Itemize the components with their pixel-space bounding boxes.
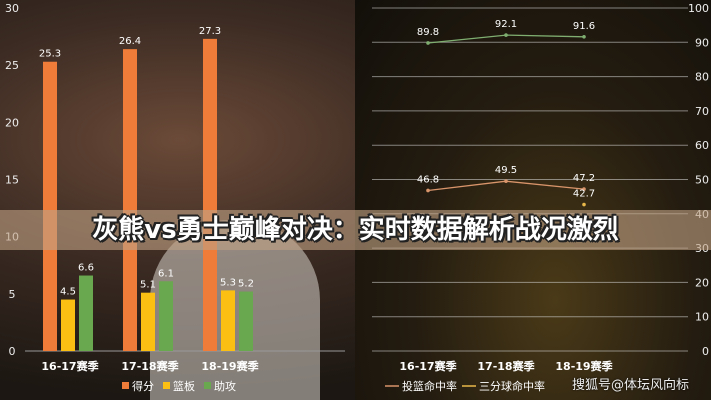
watermark: 搜狐号@体坛风向标 bbox=[572, 378, 690, 393]
bar bbox=[239, 291, 253, 351]
data-label: 26.4 bbox=[119, 36, 141, 47]
x-tick-label: 18-19赛季 bbox=[555, 359, 613, 373]
y-tick-label: 0 bbox=[702, 345, 709, 358]
y-tick-label: 5 bbox=[9, 288, 16, 301]
bar bbox=[141, 292, 155, 351]
legend-label: 助攻 bbox=[214, 379, 236, 393]
data-label: 46.8 bbox=[417, 174, 439, 185]
bar bbox=[159, 281, 173, 351]
y-tick-label: 20 bbox=[695, 276, 709, 289]
legend-label: 投篮命中率 bbox=[402, 379, 457, 393]
x-tick-label: 16-17赛季 bbox=[399, 359, 457, 373]
bar bbox=[61, 299, 75, 351]
data-label: 49.5 bbox=[495, 165, 517, 176]
data-label: 89.8 bbox=[417, 27, 439, 38]
y-tick-label: 20 bbox=[5, 116, 19, 129]
bar bbox=[221, 290, 235, 351]
data-label: 4.5 bbox=[60, 287, 76, 298]
series-line bbox=[427, 34, 585, 44]
legend-label: 得分 bbox=[132, 380, 154, 393]
data-label: 27.3 bbox=[199, 26, 221, 37]
y-tick-label: 25 bbox=[5, 59, 19, 72]
data-label: 5.1 bbox=[140, 280, 156, 291]
legend-swatch bbox=[204, 382, 211, 389]
y-tick-label: 30 bbox=[5, 2, 19, 15]
y-tick-label: 90 bbox=[695, 36, 709, 49]
y-tick-label: 80 bbox=[695, 71, 709, 84]
series-line bbox=[427, 180, 585, 192]
bar bbox=[203, 38, 217, 352]
data-label: 6.6 bbox=[78, 263, 94, 274]
data-label: 92.1 bbox=[495, 19, 517, 30]
bar bbox=[43, 61, 57, 352]
x-tick-label: 18-19赛季 bbox=[201, 359, 259, 373]
legend-label: 三分球命中率 bbox=[479, 379, 545, 393]
data-label: 47.2 bbox=[573, 173, 595, 184]
data-label: 6.1 bbox=[158, 268, 174, 279]
y-tick-label: 70 bbox=[695, 105, 709, 118]
y-tick-label: 60 bbox=[695, 139, 709, 152]
legend-swatch bbox=[163, 382, 170, 389]
data-label: 5.3 bbox=[220, 277, 236, 288]
data-label: 5.2 bbox=[238, 279, 254, 290]
x-tick-label: 17-18赛季 bbox=[121, 359, 179, 373]
y-tick-label: 15 bbox=[5, 174, 19, 187]
y-tick-label: 10 bbox=[695, 311, 709, 324]
data-label: 42.7 bbox=[573, 189, 595, 200]
y-tick-label: 0 bbox=[9, 345, 16, 358]
x-tick-label: 16-17赛季 bbox=[41, 359, 99, 373]
headline: 灰熊vs勇士巅峰对决：实时数据解析战况激烈 bbox=[92, 215, 619, 245]
y-tick-label: 50 bbox=[695, 174, 709, 187]
data-label: 25.3 bbox=[39, 49, 61, 60]
title-banner bbox=[0, 210, 711, 250]
y-tick-label: 100 bbox=[688, 2, 709, 15]
bar bbox=[123, 49, 137, 351]
bar bbox=[79, 275, 93, 351]
legend-label: 篮板 bbox=[173, 379, 195, 393]
x-tick-label: 17-18赛季 bbox=[477, 359, 535, 373]
background-photo-right bbox=[355, 0, 711, 400]
data-point bbox=[582, 202, 586, 207]
legend-swatch bbox=[122, 382, 129, 389]
data-label: 91.6 bbox=[573, 21, 595, 32]
